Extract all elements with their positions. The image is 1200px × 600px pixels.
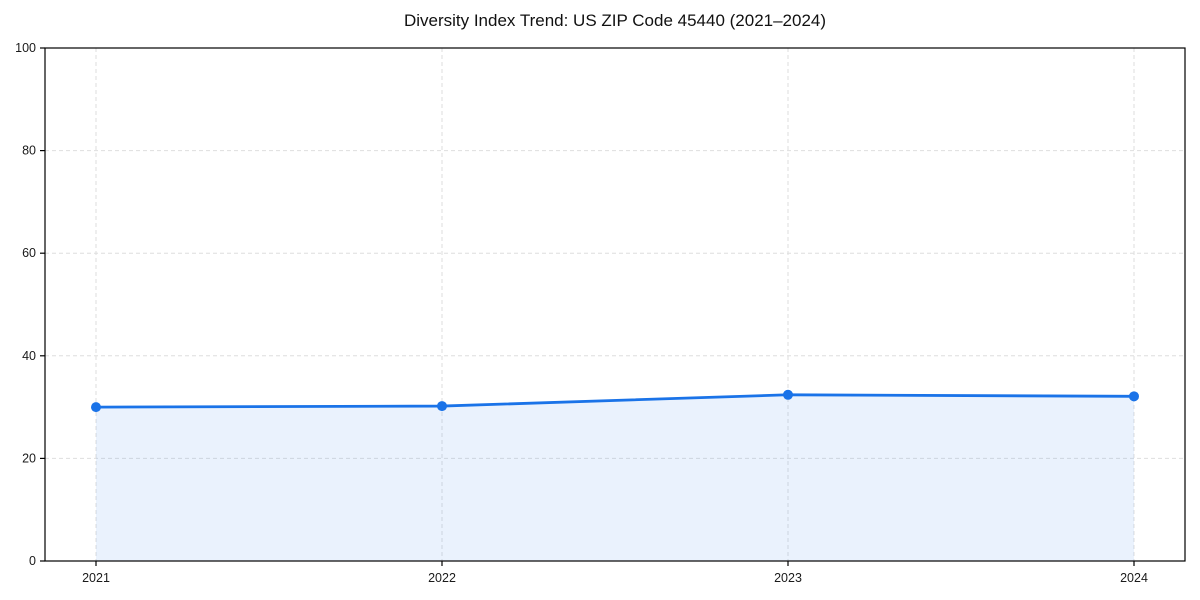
trend-line-layer — [94, 393, 1136, 409]
x-tick-label-2024: 2024 — [1120, 571, 1148, 585]
data-point-2022 — [437, 401, 447, 412]
y-tick-label-20: 20 — [22, 451, 36, 465]
y-tick-label-60: 60 — [22, 246, 36, 260]
trend-line — [94, 393, 1136, 409]
data-points-layer — [91, 389, 1139, 413]
y-tick-label-40: 40 — [22, 349, 36, 363]
plot-border — [44, 47, 1186, 562]
axes-layer — [40, 47, 1186, 566]
gridlines-layer — [45, 47, 1185, 562]
data-point-2023 — [783, 389, 793, 400]
data-point-2024 — [1129, 391, 1139, 402]
y-tick-label-100: 100 — [15, 41, 36, 55]
area-fill — [96, 394, 1134, 561]
data-point-2021 — [91, 402, 101, 413]
x-tick-label-2023: 2023 — [774, 571, 802, 585]
x-tick-label-2021: 2021 — [82, 571, 110, 585]
area-fill-layer — [96, 394, 1134, 561]
y-tick-label-80: 80 — [22, 144, 36, 158]
y-tick-label-0: 0 — [29, 554, 36, 568]
tick-labels-layer: 0 20 40 60 80 100 2021 2022 2023 2024 — [15, 41, 1148, 585]
chart-title: Diversity Index Trend: US ZIP Code 45440… — [404, 11, 826, 30]
x-tick-label-2022: 2022 — [428, 571, 456, 585]
